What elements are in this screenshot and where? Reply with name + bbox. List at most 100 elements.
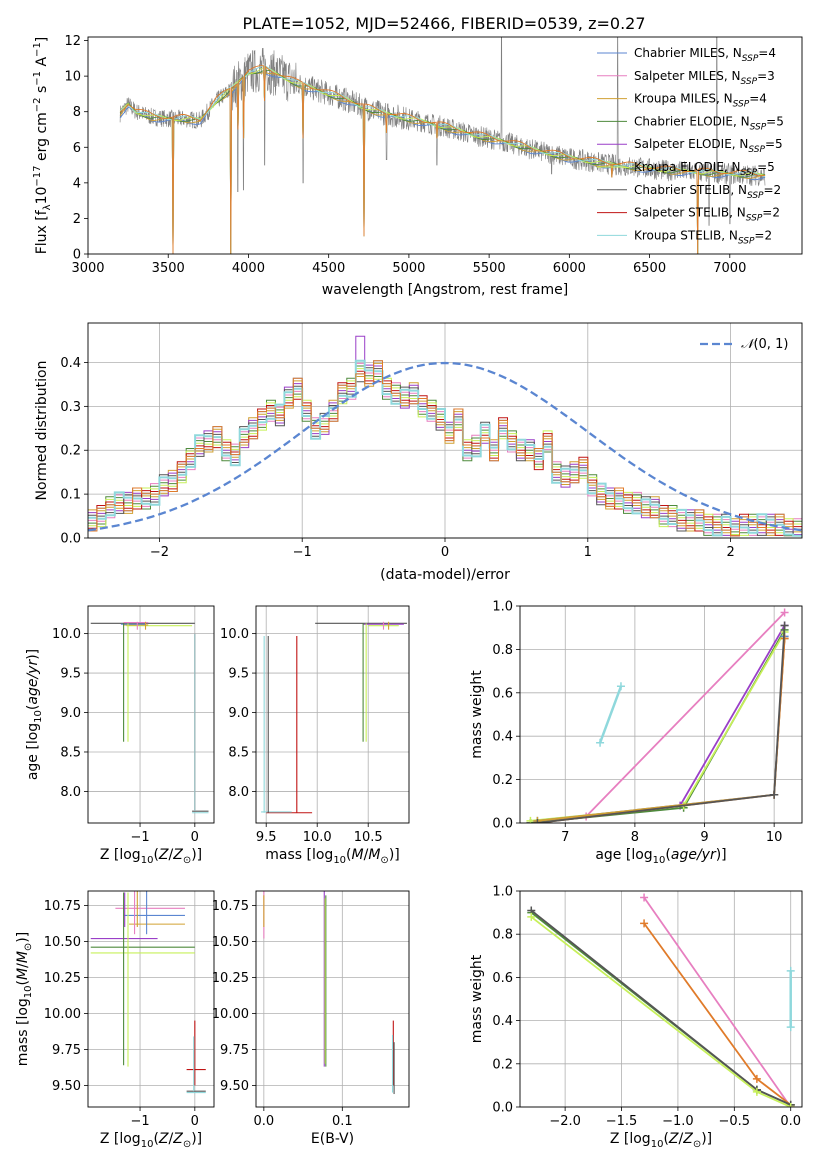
y-tick-label: 0.1 bbox=[60, 488, 81, 503]
legend-count: =5 bbox=[757, 160, 775, 174]
label-part: −2 bbox=[32, 97, 43, 112]
y-tick-label: 0.4 bbox=[60, 356, 81, 371]
x-tick-label: 2 bbox=[726, 545, 734, 560]
plot-area-age_vs_mass bbox=[261, 621, 407, 814]
axes-spectrum: 3000 3500 4000 4500 5000 5500 6000 6500 7000 0 2 4 6… bbox=[32, 34, 803, 298]
label-part: )] bbox=[389, 847, 400, 863]
normal-curve bbox=[88, 361, 802, 532]
x-tick-label: −2 bbox=[150, 545, 169, 560]
weight-series-line bbox=[643, 896, 792, 1107]
legend-name: Kroupa STELIB, N bbox=[634, 228, 738, 242]
weight-marker bbox=[526, 816, 535, 823]
axes-frame bbox=[87, 36, 803, 255]
plot-area-weight_vs_age bbox=[526, 608, 789, 823]
legend-sub: SSP bbox=[746, 214, 763, 224]
label-part: M bbox=[15, 968, 31, 980]
y-axis-label: mass weight bbox=[469, 670, 485, 759]
y-tick-label: 9.75 bbox=[220, 1043, 249, 1058]
x-tick-label: 0 bbox=[191, 830, 199, 845]
label-part: ( bbox=[663, 1131, 668, 1147]
y-tick-label: 12 bbox=[64, 34, 81, 49]
weight-series-line bbox=[537, 636, 786, 822]
axes-age_vs_Z: −1 08.08.59.09.510.0Z [log10(Z/Z⊙)]age [l… bbox=[25, 605, 215, 866]
y-tick-label: 0 bbox=[73, 248, 81, 263]
y-tick-label: 0.4 bbox=[492, 1014, 513, 1029]
weight-series-line bbox=[530, 631, 786, 822]
label-part: )] bbox=[191, 1131, 202, 1147]
legend-entry: Salpeter ELODIE, NSSP=5 bbox=[634, 137, 783, 155]
label-part: ( bbox=[153, 1131, 158, 1147]
x-tick-label: 10.5 bbox=[354, 830, 383, 845]
x-tick-label: 0 bbox=[441, 545, 449, 560]
y-tick-label: 10.00 bbox=[44, 1007, 81, 1022]
legend-name: Salpeter MILES, N bbox=[634, 69, 741, 83]
y-tick-label: 10.75 bbox=[44, 899, 81, 914]
label-part: wavelength [Angstrom, rest frame] bbox=[322, 282, 568, 298]
y-tick-label: 1.0 bbox=[492, 885, 513, 900]
label-part: M bbox=[15, 951, 31, 963]
label-part: 10 bbox=[653, 855, 666, 866]
legend-count: =3 bbox=[757, 69, 775, 83]
y-tick-label: 8.5 bbox=[228, 745, 249, 760]
y-tick-label: 0.6 bbox=[492, 971, 513, 986]
x-tick-label: 3000 bbox=[71, 261, 104, 276]
label-part: λ bbox=[42, 204, 53, 210]
weight-series-line bbox=[643, 922, 792, 1106]
label-part: 10 bbox=[34, 187, 50, 205]
weight-marker bbox=[640, 919, 649, 928]
y-tick-label: 10.50 bbox=[44, 935, 81, 950]
legend-sub: SSP bbox=[747, 191, 764, 201]
y-tick-label: 1.0 bbox=[492, 600, 513, 615]
legend-sub: SSP bbox=[738, 236, 755, 246]
label-part: −17 bbox=[32, 165, 43, 186]
y-tick-label: 10.75 bbox=[212, 899, 249, 914]
label-part: ⊙ bbox=[183, 1139, 191, 1150]
figure-title: PLATE=1052, MJD=52466, FIBERID=0539, z=0… bbox=[242, 14, 645, 33]
label-part: ( bbox=[346, 847, 351, 863]
y-tick-label: 9.0 bbox=[228, 706, 249, 721]
legend-entry: Kroupa MILES, NSSP=4 bbox=[634, 92, 767, 110]
legend-entry: Chabrier MILES, NSSP=4 bbox=[634, 46, 776, 64]
x-tick-label: 7000 bbox=[713, 261, 746, 276]
axes-frame bbox=[519, 890, 803, 1108]
y-tick-label: 10.00 bbox=[212, 1007, 249, 1022]
label-part: Z [log bbox=[100, 1131, 141, 1147]
legend-sub: SSP bbox=[733, 100, 750, 110]
legend-count: =5 bbox=[766, 114, 784, 128]
x-axis-label: age [log10(age/yr)] bbox=[595, 847, 726, 866]
x-tick-label: −0.5 bbox=[719, 1114, 751, 1129]
label-part: ⊙ bbox=[693, 1139, 701, 1150]
x-tick-label: 6000 bbox=[553, 261, 586, 276]
label-part: mass weight bbox=[469, 670, 485, 759]
y-tick-label: 10 bbox=[64, 70, 81, 85]
x-tick-label: −1.5 bbox=[606, 1114, 638, 1129]
legend-count: =4 bbox=[749, 92, 767, 106]
label-part: ( bbox=[25, 705, 41, 710]
x-tick-label: 9 bbox=[700, 830, 708, 845]
axes-frame bbox=[87, 890, 215, 1108]
y-tick-label: 0.0 bbox=[60, 532, 81, 547]
x-axis-label: wavelength [Angstrom, rest frame] bbox=[322, 282, 568, 298]
label-part: Z bbox=[158, 847, 169, 863]
y-tick-label: 10.0 bbox=[220, 627, 249, 642]
y-tick-label: 9.0 bbox=[60, 706, 81, 721]
label-part: Z bbox=[172, 847, 183, 863]
x-tick-label: 4500 bbox=[312, 261, 345, 276]
axes-frame bbox=[87, 322, 803, 539]
y-tick-label: 9.5 bbox=[60, 667, 81, 682]
x-tick-label: −2.0 bbox=[549, 1114, 581, 1129]
label-part: M bbox=[368, 847, 380, 863]
weight-marker bbox=[527, 912, 536, 921]
x-tick-label: 10.0 bbox=[303, 830, 332, 845]
label-part: 10 bbox=[333, 855, 346, 866]
label-part: age [log bbox=[595, 847, 652, 863]
spectrum-model-line bbox=[119, 65, 766, 254]
weight-marker bbox=[780, 621, 789, 630]
weight-marker bbox=[533, 819, 542, 823]
weight-marker bbox=[786, 966, 795, 975]
label-part: )] bbox=[191, 847, 202, 863]
y-tick-label: 8.0 bbox=[228, 785, 249, 800]
label-part: erg cm bbox=[34, 112, 50, 165]
y-tick-label: 4 bbox=[73, 176, 81, 191]
label-part: −1 bbox=[32, 42, 43, 57]
